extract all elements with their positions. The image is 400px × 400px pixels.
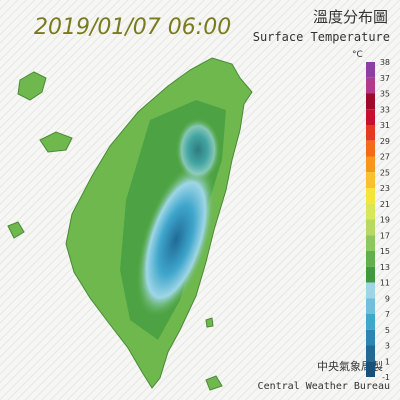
legend-swatch — [366, 172, 375, 188]
legend-swatch — [366, 345, 375, 362]
legend-label: -1 — [382, 373, 390, 382]
legend-swatch — [366, 266, 375, 283]
legend-label: 1 — [385, 357, 390, 366]
legend-label: 29 — [380, 137, 390, 146]
legend-label: 9 — [385, 294, 390, 303]
legend-label: 19 — [380, 216, 390, 225]
legend-label: 27 — [380, 153, 390, 162]
legend-label: 21 — [380, 200, 390, 209]
legend-swatch — [366, 251, 375, 267]
legend-swatch — [366, 93, 375, 110]
legend-swatch — [366, 188, 375, 204]
org-en: Central Weather Bureau — [258, 381, 390, 392]
title-zh: 溫度分布圖 — [313, 8, 388, 26]
legend-label: 31 — [380, 121, 390, 130]
legend-swatch — [366, 109, 375, 125]
legend-swatch — [366, 361, 375, 377]
title-en: Surface Temperature — [253, 30, 390, 44]
legend-swatch — [366, 314, 375, 330]
legend-label: 38 — [380, 58, 390, 67]
legend-swatch — [366, 156, 375, 173]
legend-label: 7 — [385, 310, 390, 319]
legend-label: 13 — [380, 263, 390, 272]
legend-swatch — [366, 329, 375, 346]
legend-label: 5 — [385, 326, 390, 335]
legend-label: 15 — [380, 247, 390, 256]
legend-label: 35 — [380, 90, 390, 99]
legend-label: 17 — [380, 231, 390, 240]
legend-swatch — [366, 125, 375, 141]
legend-swatch — [366, 62, 375, 78]
legend-label: 37 — [380, 74, 390, 83]
legend-label: 33 — [380, 105, 390, 114]
datetime: 2019/01/07 06:00 — [34, 15, 231, 40]
legend-label: 11 — [380, 279, 390, 288]
legend-swatch — [366, 298, 375, 314]
legend-swatch — [366, 140, 375, 157]
legend-label: 25 — [380, 168, 390, 177]
legend-swatch — [366, 235, 375, 251]
island — [7, 57, 253, 391]
legend-swatch — [366, 77, 375, 94]
legend-swatch — [366, 282, 375, 299]
legend-label: 23 — [380, 184, 390, 193]
legend-label: 3 — [385, 342, 390, 351]
legend-swatch — [366, 219, 375, 236]
legend-unit: °C — [352, 50, 363, 60]
legend-swatch — [366, 203, 375, 220]
